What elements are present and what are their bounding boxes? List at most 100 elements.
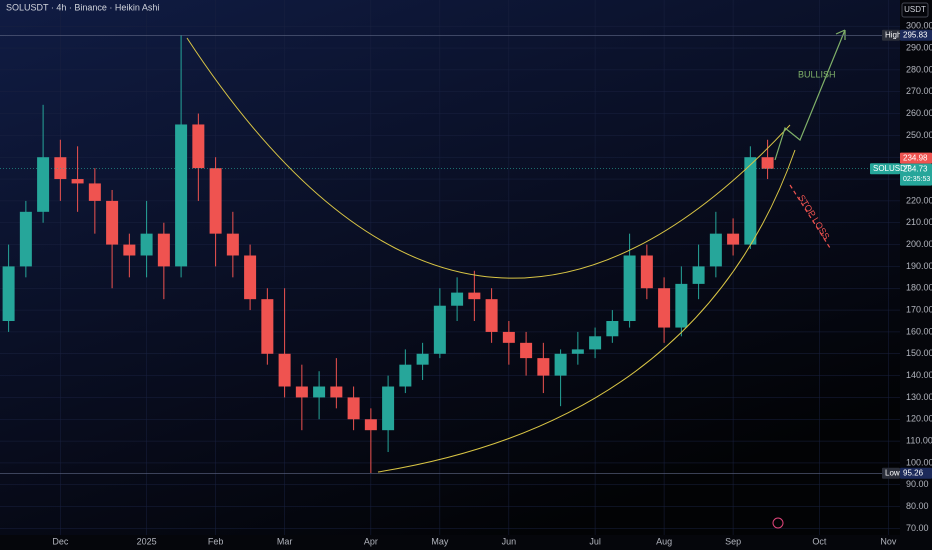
y-tick-label: 160.00	[906, 326, 932, 336]
last-price: 234.98	[903, 153, 928, 162]
candle-body	[88, 183, 101, 201]
candle-body	[606, 321, 619, 337]
grid	[0, 0, 900, 535]
candle-body	[416, 353, 429, 365]
candle-body	[727, 233, 740, 245]
low-label: Low	[885, 468, 900, 477]
candle-body	[364, 419, 377, 431]
y-tick-label: 130.00	[906, 392, 932, 402]
candle-body	[37, 157, 50, 212]
y-tick-label: 190.00	[906, 261, 932, 271]
candle-body	[209, 168, 222, 234]
candle-body	[157, 233, 170, 267]
x-tick-label: 2025	[137, 536, 157, 546]
candle-body	[71, 179, 84, 184]
candle-body	[244, 255, 257, 300]
candle-body	[554, 353, 567, 376]
cup-lower-curve	[377, 149, 796, 473]
x-tick-label: Dec	[52, 536, 69, 546]
candle-body	[175, 124, 188, 267]
y-tick-label: 200.00	[906, 239, 932, 249]
bullish-arrow	[774, 29, 846, 161]
last-price-box	[900, 152, 932, 164]
low-value: 95.26	[903, 468, 924, 477]
x-tick-label: Apr	[364, 536, 378, 546]
candle-body	[537, 358, 550, 376]
cup-upper-curve	[186, 37, 791, 279]
y-tick-label: 290.00	[906, 42, 932, 52]
high-value: 295.83	[903, 30, 928, 39]
candle-body	[295, 386, 308, 398]
candle-body	[106, 200, 119, 245]
candle-body	[451, 292, 464, 306]
y-tick-label: 300.00	[906, 21, 932, 31]
chart-title: SOLUSDT · 4h · Binance · Heikin Ashi	[6, 2, 159, 12]
x-tick-label: Jun	[502, 536, 517, 546]
currency[interactable]: USDT	[904, 5, 926, 14]
x-tick-label: May	[431, 536, 449, 546]
x-tick-label: Aug	[656, 536, 672, 546]
low-label-box	[882, 467, 900, 479]
y-tick-label: 220.00	[906, 195, 932, 205]
plot-background	[0, 0, 900, 535]
currency-box[interactable]	[901, 2, 929, 18]
candle-body	[502, 331, 515, 343]
y-tick-label: 140.00	[906, 370, 932, 380]
x-tick-label: Sep	[725, 536, 741, 546]
candle-body	[382, 386, 395, 431]
candle-body	[2, 266, 15, 321]
x-tick-label: Oct	[812, 536, 827, 546]
candle-body	[675, 283, 688, 328]
candle-body	[330, 386, 343, 398]
countdown: 02:35:53	[903, 176, 930, 183]
bullish-label: BULLISH	[798, 69, 836, 79]
candle-body	[485, 299, 498, 332]
candle-body	[468, 292, 481, 300]
close-box	[900, 163, 932, 186]
high-label: High	[885, 30, 901, 39]
low-value-box	[900, 467, 932, 479]
y-tick-label: 270.00	[906, 86, 932, 96]
symbol-label-box	[870, 163, 900, 175]
candle-body	[640, 255, 653, 289]
candle-body	[261, 299, 274, 354]
stop-loss-arrow	[789, 184, 831, 249]
candle-body	[54, 157, 67, 180]
candle-body	[19, 211, 32, 267]
time-axis	[0, 535, 900, 550]
y-tick-label: 120.00	[906, 414, 932, 424]
candle-body	[278, 353, 291, 387]
candle-body	[192, 124, 205, 169]
x-tick-label: Nov	[880, 536, 897, 546]
y-tick-label: 260.00	[906, 108, 932, 118]
y-tick-label: 180.00	[906, 283, 932, 293]
y-tick-label: 80.00	[906, 501, 929, 511]
y-tick-label: 280.00	[906, 64, 932, 74]
x-tick-label: Feb	[208, 536, 224, 546]
y-tick-label: 70.00	[906, 523, 929, 533]
high-value-box	[900, 29, 932, 41]
candles	[2, 35, 774, 474]
candle-body	[761, 157, 774, 169]
candle-body	[744, 157, 757, 245]
y-tick-label: 250.00	[906, 130, 932, 140]
x-tick-label: Jul	[589, 536, 601, 546]
candle-body	[313, 386, 326, 398]
candle-body	[433, 305, 446, 354]
x-tick-label: Mar	[277, 536, 293, 546]
candle-body	[520, 342, 533, 359]
candle-body	[226, 233, 239, 256]
candle-body	[658, 288, 671, 328]
candle-body	[399, 364, 412, 387]
candle-body	[123, 244, 136, 256]
candle-body	[623, 255, 636, 321]
symbol-label: SOLUSDT	[873, 164, 911, 173]
candle-body	[692, 266, 705, 284]
event-icon[interactable]	[772, 517, 784, 529]
y-tick-label: 210.00	[906, 217, 932, 227]
close-price: 234.73	[903, 164, 928, 173]
candle-body	[589, 336, 602, 350]
y-tick-label: 150.00	[906, 348, 932, 358]
